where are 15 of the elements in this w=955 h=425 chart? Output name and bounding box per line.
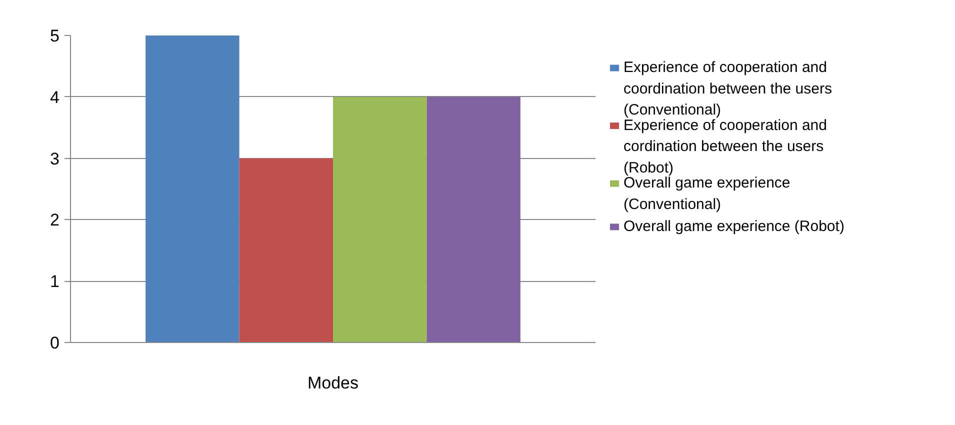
y-tick-label: 3 bbox=[50, 149, 60, 168]
legend-label: Overall game experience (Conventional) bbox=[624, 174, 790, 213]
y-tick-label: 1 bbox=[50, 272, 60, 292]
bar bbox=[239, 158, 333, 342]
bar bbox=[426, 96, 520, 342]
y-tick-label: 0 bbox=[50, 334, 60, 352]
bar bbox=[146, 36, 240, 342]
y-tick-label: 2 bbox=[50, 210, 60, 230]
x-tick-label: Modes bbox=[307, 374, 359, 392]
y-tick-label: 4 bbox=[50, 88, 60, 107]
legend-label: Experience of cooperation and cordination between the users (Robot) bbox=[624, 116, 827, 176]
y-tick-label: 5 bbox=[50, 26, 60, 46]
legend-label: Overall game experience (Robot) bbox=[624, 218, 844, 235]
legend-label: Experience of cooperation and coordination between the users (Conventional) bbox=[624, 59, 832, 119]
bar bbox=[333, 96, 427, 342]
